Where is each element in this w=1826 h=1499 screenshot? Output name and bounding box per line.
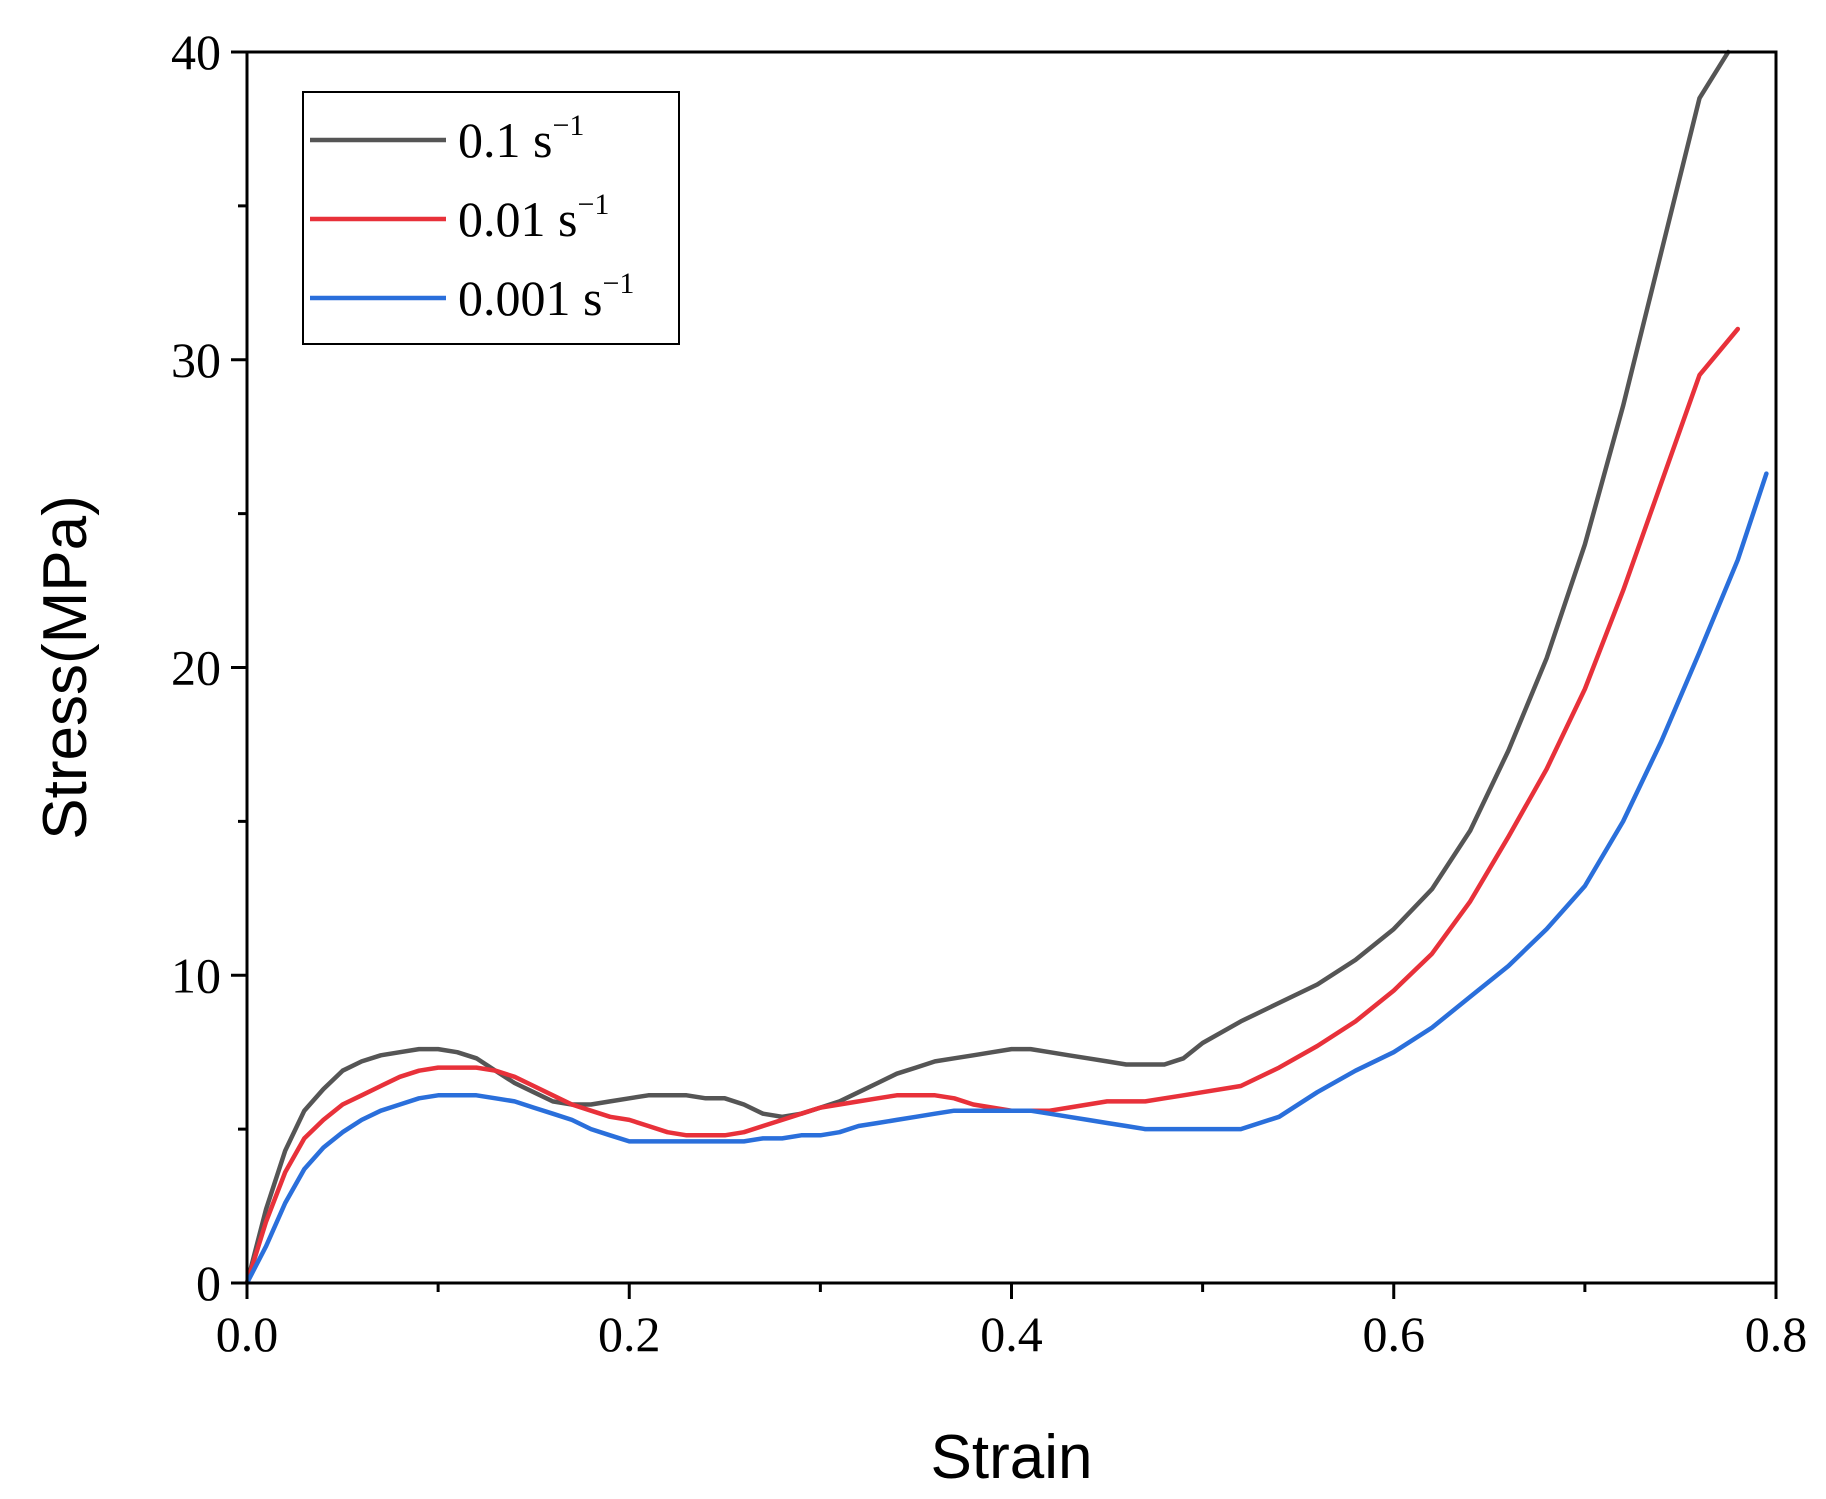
x-tick-label: 0.8 <box>1745 1306 1808 1362</box>
x-tick-label: 0.6 <box>1363 1306 1426 1362</box>
y-tick-label: 40 <box>171 24 221 80</box>
legend-label-superscript: −1 <box>552 109 584 142</box>
legend-label-2: 0.01 s−1 <box>458 188 609 247</box>
legend-label-superscript: −1 <box>577 188 609 221</box>
legend-label-superscript: −1 <box>602 267 634 300</box>
y-axis-title: Stress(MPa) <box>31 495 100 839</box>
legend-label-text: 0.001 s <box>458 270 602 326</box>
x-axis-title: Strain <box>931 1423 1093 1492</box>
y-tick-label: 30 <box>171 332 221 388</box>
x-tick-label: 0.2 <box>598 1306 661 1362</box>
legend-label-3: 0.001 s−1 <box>458 267 634 326</box>
y-tick-label: 0 <box>196 1255 221 1311</box>
y-tick-label: 10 <box>171 947 221 1003</box>
series-layer <box>244 49 1769 1286</box>
legend-label-text: 0.01 s <box>458 191 577 247</box>
x-tick-label: 0.4 <box>980 1306 1043 1362</box>
legend-label-text: 0.1 s <box>458 112 552 168</box>
y-tick-label: 20 <box>171 640 221 696</box>
series-line-2 <box>244 326 1741 1286</box>
legend-label-1: 0.1 s−1 <box>458 109 584 168</box>
series-line-3 <box>244 471 1769 1286</box>
series-line-1 <box>244 49 1731 1286</box>
legend: 0.1 s−10.01 s−10.001 s−1 <box>302 91 680 345</box>
axes-layer: 0.0 0.2 0.4 0.6 0.8 0 10 20 30 40 <box>171 24 1807 1362</box>
x-tick-label: 0.0 <box>216 1306 279 1362</box>
